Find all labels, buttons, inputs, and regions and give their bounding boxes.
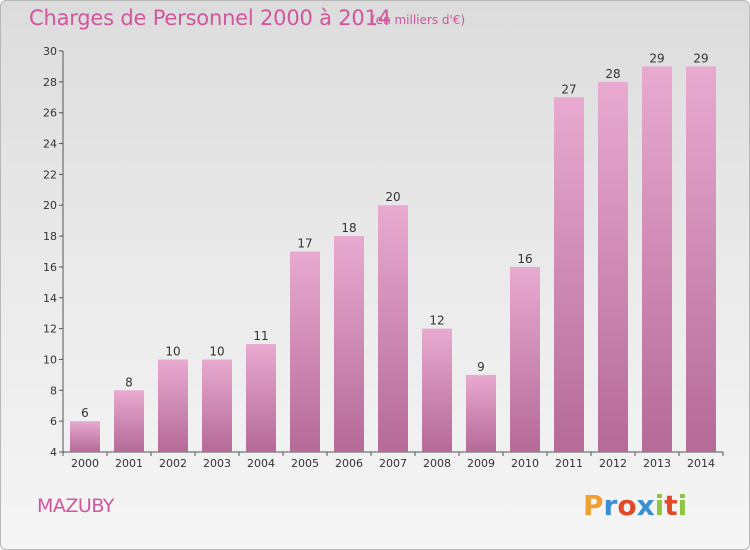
x-tick-label: 2011 — [555, 457, 583, 470]
x-tick-label: 2005 — [291, 457, 319, 470]
bar — [422, 328, 452, 452]
bar-value-label: 29 — [693, 51, 708, 65]
y-tick-label: 30 — [43, 45, 57, 58]
bar — [642, 66, 672, 452]
y-tick-label: 22 — [43, 168, 57, 181]
bar — [114, 390, 144, 452]
bar — [554, 97, 584, 453]
x-tick-label: 2012 — [599, 457, 627, 470]
x-tick-label: 2013 — [643, 457, 671, 470]
y-tick-label: 16 — [43, 261, 57, 274]
x-tick-label: 2014 — [687, 457, 715, 470]
x-tick-label: 2004 — [247, 457, 275, 470]
bar — [290, 251, 320, 452]
y-tick-label: 18 — [43, 230, 57, 243]
bar-value-label: 28 — [605, 67, 620, 81]
labels: 6 2000 8 2001 10 2002 10 2003 11 2004 17 2005 18 2006… — [71, 51, 715, 470]
logo-letter: o — [617, 489, 637, 522]
x-tick-label: 2010 — [511, 457, 539, 470]
y-tick-label: 4 — [50, 446, 57, 459]
bars — [70, 66, 716, 453]
bar-value-label: 16 — [517, 252, 532, 266]
y-tick-label: 8 — [50, 384, 57, 397]
x-tick-label: 2003 — [203, 457, 231, 470]
bar-value-label: 20 — [385, 190, 400, 204]
commune-name: MAZUBY — [37, 495, 114, 517]
bar — [378, 205, 408, 452]
bar — [598, 81, 628, 452]
x-tick-label: 2006 — [335, 457, 363, 470]
y-tick-label: 12 — [43, 323, 57, 336]
logo-letter: P — [583, 489, 604, 522]
bar — [158, 359, 188, 452]
proxiti-logo: Proxiti — [583, 489, 687, 522]
bar-value-label: 10 — [209, 344, 224, 358]
bar — [686, 66, 716, 452]
bar-value-label: 10 — [165, 344, 180, 358]
x-tick-label: 2009 — [467, 457, 495, 470]
bar-value-label: 18 — [341, 221, 356, 235]
y-tick-label: 20 — [43, 199, 57, 212]
bar-value-label: 11 — [253, 329, 268, 343]
bar-value-label: 9 — [477, 360, 485, 374]
bar — [202, 359, 232, 452]
x-tick-label: 2008 — [423, 457, 451, 470]
y-tick-label: 24 — [43, 138, 57, 151]
x-tick-label: 2002 — [159, 457, 187, 470]
logo-letter: t — [664, 489, 678, 522]
bar — [510, 266, 540, 452]
x-tick-label: 2001 — [115, 457, 143, 470]
x-tick-label: 2007 — [379, 457, 407, 470]
y-tick-label: 6 — [50, 415, 57, 428]
logo-letter: i — [654, 489, 665, 522]
bar-value-label: 29 — [649, 51, 664, 65]
logo-letter: i — [677, 489, 688, 522]
bar-value-label: 17 — [297, 237, 312, 251]
y-tick-label: 14 — [43, 292, 57, 305]
logo-letter: x — [636, 489, 655, 522]
bar — [70, 421, 100, 452]
chart-title: Charges de Personnel 2000 à 2014 — [29, 6, 391, 30]
logo-letter: r — [603, 489, 618, 522]
bar-value-label: 8 — [125, 375, 133, 389]
bar — [466, 374, 496, 452]
y-tick-label: 10 — [43, 353, 57, 366]
bar — [246, 344, 276, 452]
bar-value-label: 27 — [561, 82, 576, 96]
x-tick-label: 2000 — [71, 457, 99, 470]
bar-value-label: 12 — [429, 314, 444, 328]
y-tick-label: 28 — [43, 76, 57, 89]
chart-subtitle: (en milliers d'€) — [371, 13, 466, 27]
bar-value-label: 6 — [81, 406, 89, 420]
y-tick-label: 26 — [43, 107, 57, 120]
bar — [334, 236, 364, 452]
